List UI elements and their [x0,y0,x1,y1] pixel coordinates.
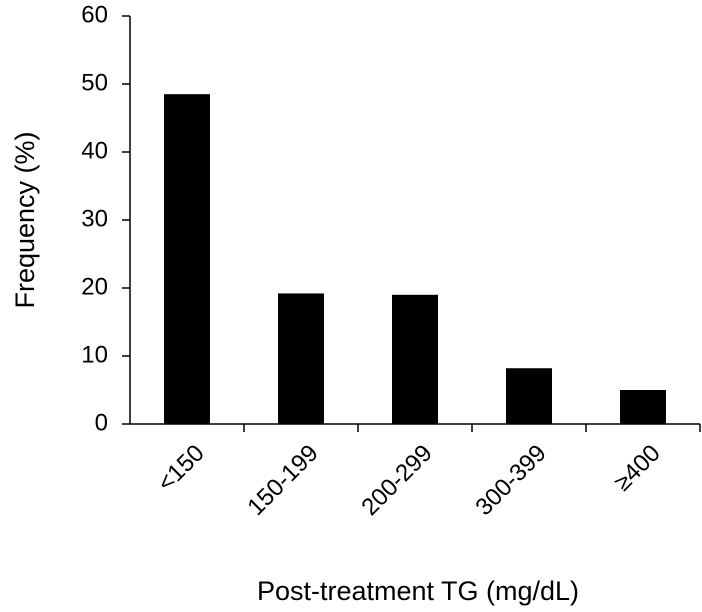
y-axis-title: Frequency (%) [10,131,40,308]
y-tick-label: 0 [95,409,108,436]
x-tick-label: ≥400 [609,440,666,497]
x-axis-title: Post-treatment TG (mg/dL) [257,576,579,606]
x-tick-label: 300-399 [470,440,551,521]
x-tick-label: <150 [152,440,209,497]
y-tick-label: 20 [81,273,108,300]
x-tick-label: 150-199 [242,440,323,521]
y-tick-label: 30 [81,205,108,232]
bar [392,294,438,424]
x-tick-label: 200-299 [356,440,437,521]
y-axis: 0 10 20 30 40 50 60 [81,1,131,436]
bar [164,94,210,424]
x-axis: <150 150-199 200-299 300-399 ≥400 [130,423,701,521]
bar [506,368,552,424]
y-tick-label: 10 [81,341,108,368]
y-tick-label: 40 [81,137,108,164]
bars [164,94,666,424]
y-tick-label: 60 [81,1,108,28]
bar [278,293,324,424]
y-tick-label: 50 [81,69,108,96]
bar [620,390,666,424]
